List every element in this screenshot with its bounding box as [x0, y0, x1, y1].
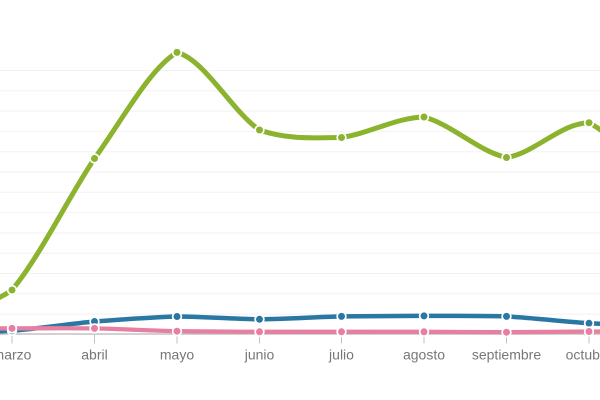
- svg-text:septiembre: septiembre: [472, 347, 541, 363]
- svg-text:octubre: octubre: [566, 347, 600, 363]
- svg-text:agosto: agosto: [403, 347, 445, 363]
- svg-text:julio: julio: [328, 347, 354, 363]
- svg-text:marzo: marzo: [0, 347, 32, 363]
- svg-text:mayo: mayo: [160, 347, 194, 363]
- svg-text:abril: abril: [81, 347, 107, 363]
- svg-text:junio: junio: [244, 347, 275, 363]
